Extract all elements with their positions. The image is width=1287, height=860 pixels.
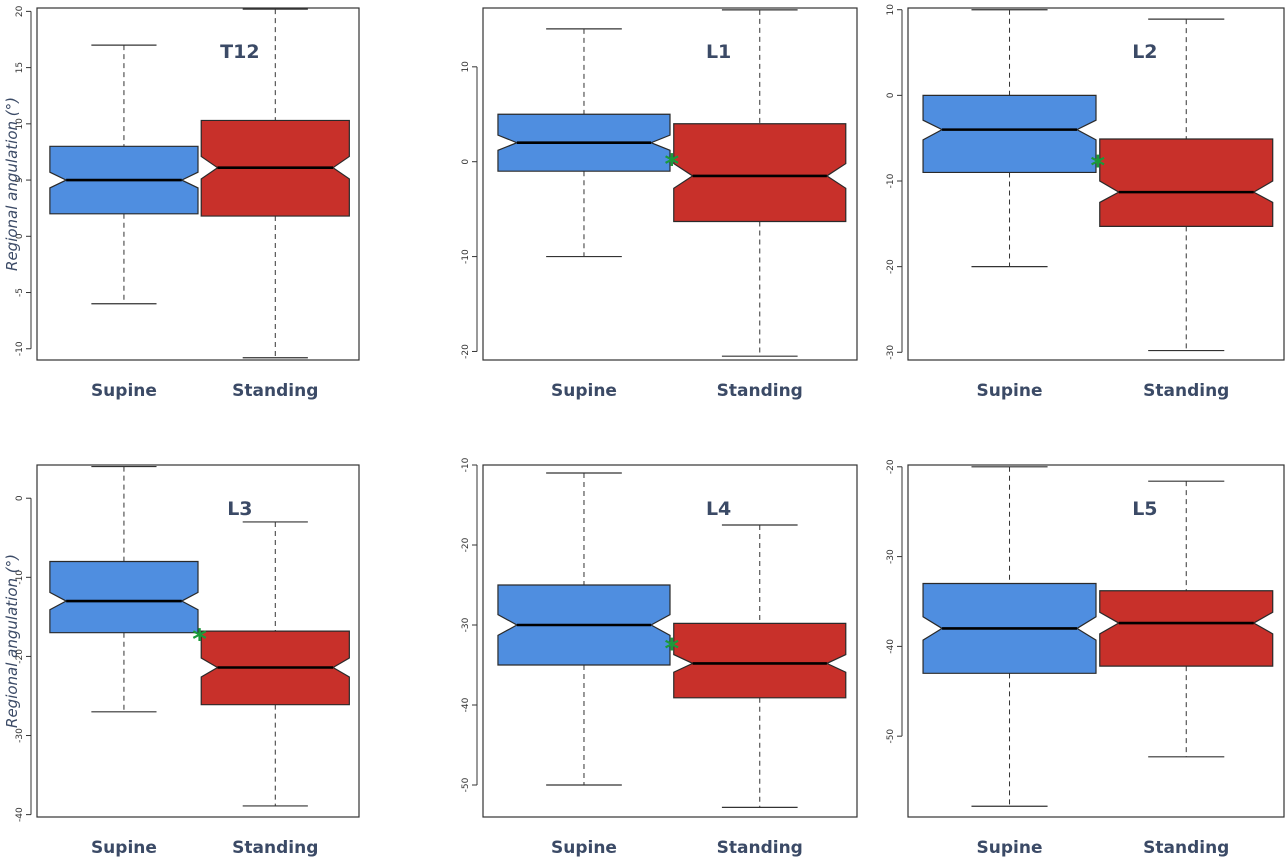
y-tick-label: 0 [15,233,25,239]
y-tick-label: -50 [886,729,896,744]
panel-title: L3 [227,498,252,520]
y-tick-label: -10 [886,173,896,188]
y-tick-label: 10 [461,61,471,73]
box-standing [673,9,847,357]
y-tick-label: -50 [461,777,471,792]
plot-frame [36,464,360,818]
box-body [673,123,847,223]
box-supine [497,28,671,258]
y-tick-label: -30 [886,549,896,564]
y-tick-label: -10 [15,570,25,585]
y-tick-label: -40 [886,639,896,654]
plot-frame [36,7,360,361]
category-label-standing: Standing [717,838,803,858]
y-tick-label: -5 [15,288,25,297]
plot-frame [482,464,858,818]
y-tick-label: -20 [461,537,471,552]
y-tick-label: -30 [15,728,25,743]
box-body [49,560,199,634]
panel-title: L5 [1132,498,1157,520]
y-tick-label: 5 [15,177,25,183]
y-tick-label: 10 [15,118,25,130]
category-label-supine: Supine [977,381,1043,401]
box-supine [497,472,671,786]
box-body [922,94,1097,174]
box-standing [673,524,847,809]
box-supine [49,44,199,305]
panel-l1: 10 0 -10 -20 L1 Supine Standing * [461,7,858,401]
y-tick-label: 15 [15,62,25,73]
category-label-supine: Supine [977,838,1043,858]
panel-title: L2 [1132,41,1157,63]
box-supine [49,465,199,713]
box-standing [1099,480,1274,758]
box-standing [200,8,350,359]
significance-star: * [665,632,680,665]
y-tick-label: -30 [461,617,471,632]
y-tick-label: -20 [886,459,896,474]
box-supine [922,9,1097,268]
y-tick-label: -10 [461,249,471,264]
plot-frame [482,7,858,361]
y-tick-label: -30 [886,345,896,360]
y-axis-label: Regional angulation (°) [3,554,21,728]
panel-title: T12 [220,41,259,63]
y-tick-label: 0 [461,159,471,165]
plot-frame [907,464,1285,818]
category-label-supine: Supine [551,381,617,401]
category-label-standing: Standing [1143,381,1229,401]
box-body [673,622,847,699]
panel-title: L4 [706,498,731,520]
panel-l3: 0 -10 -20 -30 -40 Regional angulation (°) L3 Su… [3,464,360,858]
box-standing [200,521,350,807]
y-tick-label: 0 [15,495,25,501]
box-body [1099,138,1274,227]
panel-l4: -10 -20 -30 -40 -50 L4 Supine Standing * [461,457,858,858]
y-tick-label: -40 [461,697,471,712]
y-tick-label: 0 [886,92,896,98]
category-label-standing: Standing [717,381,803,401]
y-axis-label: Regional angulation (°) [3,97,21,271]
box-standing [1099,18,1274,352]
y-tick-label: -40 [15,807,25,822]
y-tick-label: 10 [886,4,896,16]
y-tick-label: 20 [15,5,25,17]
plot-frame [907,7,1285,361]
category-label-supine: Supine [91,381,157,401]
box-body [1099,590,1274,667]
category-label-standing: Standing [232,838,318,858]
category-label-standing: Standing [232,381,318,401]
significance-star: * [665,147,680,180]
significance-star: * [1091,149,1106,182]
category-label-supine: Supine [551,838,617,858]
panel-l5: -20 -30 -40 -50 L5 Supine Standing [886,459,1285,858]
box-supine [922,466,1097,807]
category-label-supine: Supine [91,838,157,858]
panel-t12: 20 15 10 5 0 -5 -10 Regional angulation (°) T12 S… [3,5,360,401]
y-tick-label: -20 [886,259,896,274]
significance-star: * [192,622,207,655]
category-label-standing: Standing [1143,838,1229,858]
y-tick-label: -20 [15,649,25,664]
y-tick-label: -10 [15,341,25,356]
panel-title: L1 [706,41,731,63]
y-tick-label: -10 [461,457,471,472]
panel-l2: 10 0 -10 -20 -30 L2 Supine Standing * [886,4,1285,401]
y-tick-label: -20 [461,344,471,359]
